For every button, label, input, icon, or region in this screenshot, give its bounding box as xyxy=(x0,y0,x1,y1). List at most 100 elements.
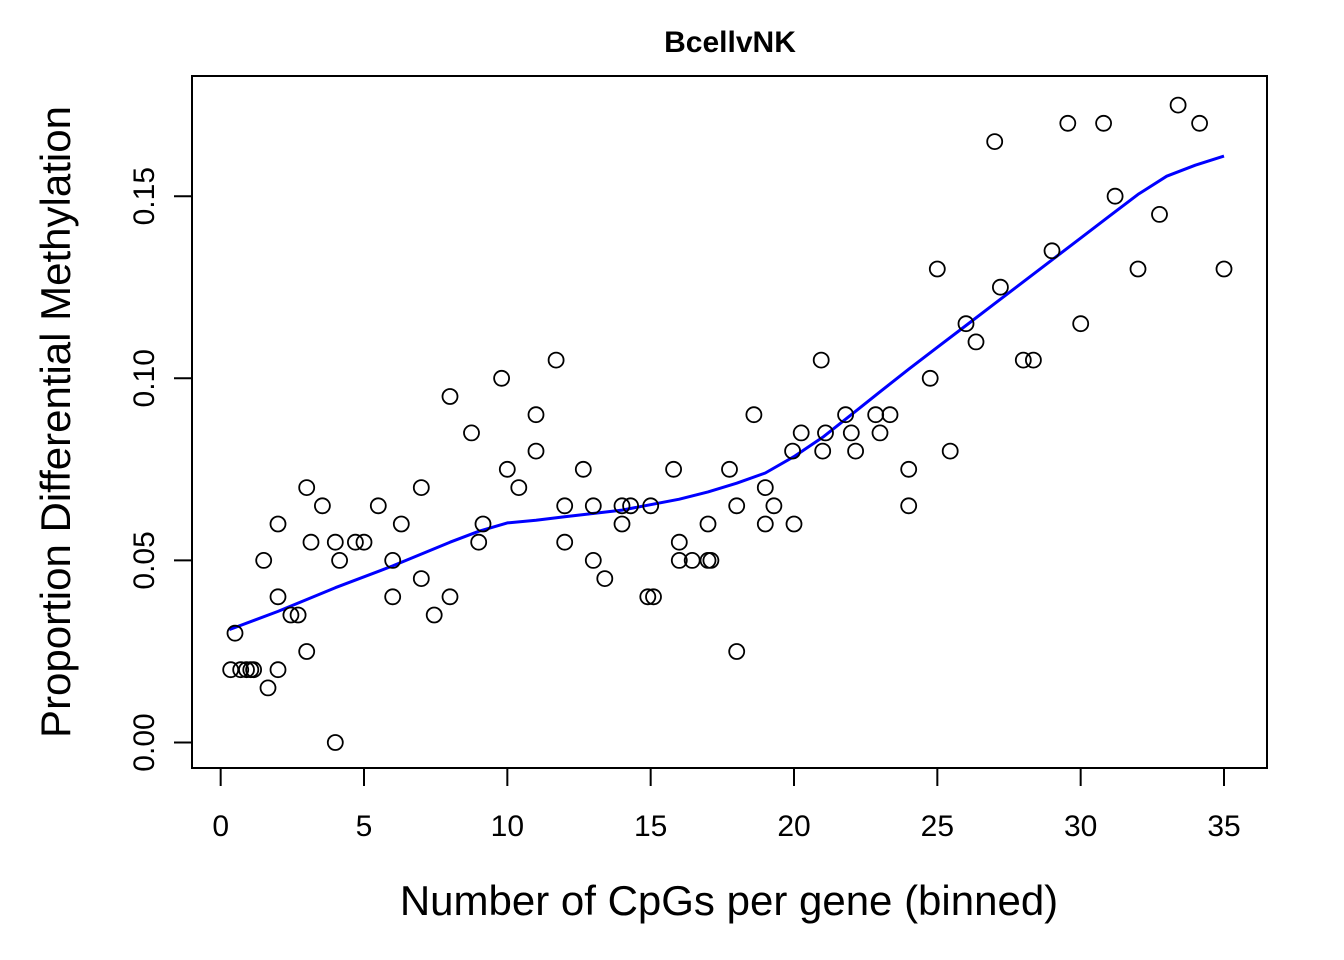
data-point xyxy=(728,497,746,515)
data-point xyxy=(441,388,459,405)
data-point xyxy=(470,533,488,551)
data-point xyxy=(596,570,614,587)
data-point xyxy=(527,406,545,424)
x-axis: 0 5 10 15 20 25 30 35 xyxy=(212,767,1241,843)
data-point xyxy=(812,351,830,369)
y-tick-label: 0.15 xyxy=(128,167,161,225)
data-point xyxy=(498,460,516,478)
data-point xyxy=(941,442,959,460)
data-point xyxy=(699,515,717,533)
data-point xyxy=(527,442,545,460)
data-point xyxy=(326,734,344,751)
data-point xyxy=(642,497,660,515)
data-point xyxy=(1043,242,1061,260)
data-point xyxy=(1014,351,1032,369)
data-point xyxy=(957,315,975,333)
data-point xyxy=(298,643,316,660)
data-point xyxy=(493,369,511,387)
x-tick-label: 35 xyxy=(1207,810,1240,843)
data-point xyxy=(232,661,250,679)
data-point xyxy=(584,497,602,515)
x-axis-title: Number of CpGs per gene (binned) xyxy=(400,877,1058,924)
data-point xyxy=(463,424,480,442)
data-point xyxy=(967,333,985,351)
x-tick-label: 25 xyxy=(921,810,954,843)
data-point xyxy=(269,588,287,606)
y-axis: 0.00 0.05 0.10 0.15 xyxy=(128,167,193,772)
data-point xyxy=(574,460,592,478)
data-point xyxy=(721,460,738,478)
data-point xyxy=(547,351,565,369)
data-point xyxy=(645,588,662,606)
plot-area xyxy=(222,96,1233,751)
data-point xyxy=(639,588,657,606)
x-tick-label: 0 xyxy=(212,810,229,843)
data-point xyxy=(313,497,331,515)
data-point xyxy=(756,479,774,497)
data-point xyxy=(928,260,946,278)
data-point xyxy=(613,515,631,533)
data-point xyxy=(670,552,688,569)
data-point xyxy=(384,588,402,606)
data-point xyxy=(1095,114,1112,132)
x-tick-label: 20 xyxy=(777,810,810,843)
data-point xyxy=(900,460,918,478)
data-point xyxy=(792,424,810,442)
y-tick-label: 0.00 xyxy=(128,713,161,771)
data-point xyxy=(238,661,255,679)
data-point xyxy=(1106,187,1124,205)
data-point xyxy=(745,406,763,424)
chart-title: BcellvNK xyxy=(664,26,796,59)
data-point xyxy=(847,442,864,460)
data-point xyxy=(613,497,631,515)
data-point xyxy=(346,533,364,551)
x-tick-label: 15 xyxy=(634,810,667,843)
data-point xyxy=(784,442,801,460)
data-point xyxy=(881,406,899,424)
y-axis-title: Proportion Differential Methylation xyxy=(32,106,79,738)
data-point xyxy=(817,424,834,442)
data-point xyxy=(412,570,430,587)
data-point xyxy=(282,606,300,624)
data-point xyxy=(441,588,459,606)
data-point xyxy=(1191,114,1208,132)
data-point xyxy=(259,679,277,697)
data-point xyxy=(1215,260,1233,278)
data-point xyxy=(622,497,639,515)
fit-line xyxy=(228,154,1225,632)
data-point xyxy=(1059,114,1077,132)
data-point xyxy=(1025,351,1042,369)
data-point xyxy=(1151,205,1168,223)
data-point xyxy=(1129,260,1147,278)
x-tick-label: 30 xyxy=(1064,810,1097,843)
data-point xyxy=(425,606,443,624)
data-point xyxy=(412,479,430,497)
data-point xyxy=(1072,315,1090,333)
data-point xyxy=(785,515,803,533)
data-point xyxy=(510,479,528,497)
data-point xyxy=(245,661,263,679)
data-point xyxy=(556,533,574,551)
data-point xyxy=(289,606,307,624)
data-point xyxy=(921,369,939,387)
data-point xyxy=(728,643,746,660)
data-point xyxy=(871,424,889,442)
data-point xyxy=(665,460,682,478)
data-point xyxy=(986,133,1004,151)
y-tick-label: 0.05 xyxy=(128,531,161,589)
data-point xyxy=(814,442,832,460)
data-point xyxy=(992,278,1009,296)
data-point xyxy=(298,479,316,497)
data-point xyxy=(702,552,720,569)
data-point xyxy=(331,552,349,569)
data-point xyxy=(369,497,387,515)
data-point xyxy=(584,552,602,569)
data-point xyxy=(255,552,273,569)
x-tick-label: 5 xyxy=(356,810,373,843)
data-point xyxy=(867,406,885,424)
data-point xyxy=(384,552,402,569)
data-point xyxy=(474,515,492,533)
data-point xyxy=(226,624,244,642)
data-point xyxy=(269,515,287,533)
